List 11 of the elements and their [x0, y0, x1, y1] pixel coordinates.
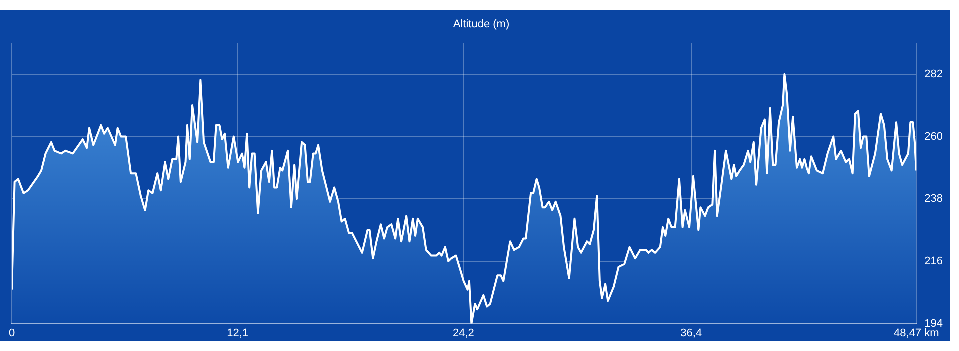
- y-tick-label: 282: [924, 68, 944, 80]
- x-tick-label: 12,1: [227, 327, 249, 340]
- x-tick-label: 0: [8, 327, 16, 340]
- y-tick-label: 194: [924, 318, 944, 330]
- y-tick-label: 216: [924, 255, 944, 268]
- chart-title: Altitude (m): [453, 18, 510, 31]
- x-tick-label: 24,2: [452, 327, 474, 340]
- x-tick-label: 48,47 km: [894, 327, 940, 340]
- x-tick-label: 36,4: [680, 327, 702, 340]
- y-tick-label: 238: [924, 193, 944, 206]
- y-tick-label: 260: [924, 130, 944, 143]
